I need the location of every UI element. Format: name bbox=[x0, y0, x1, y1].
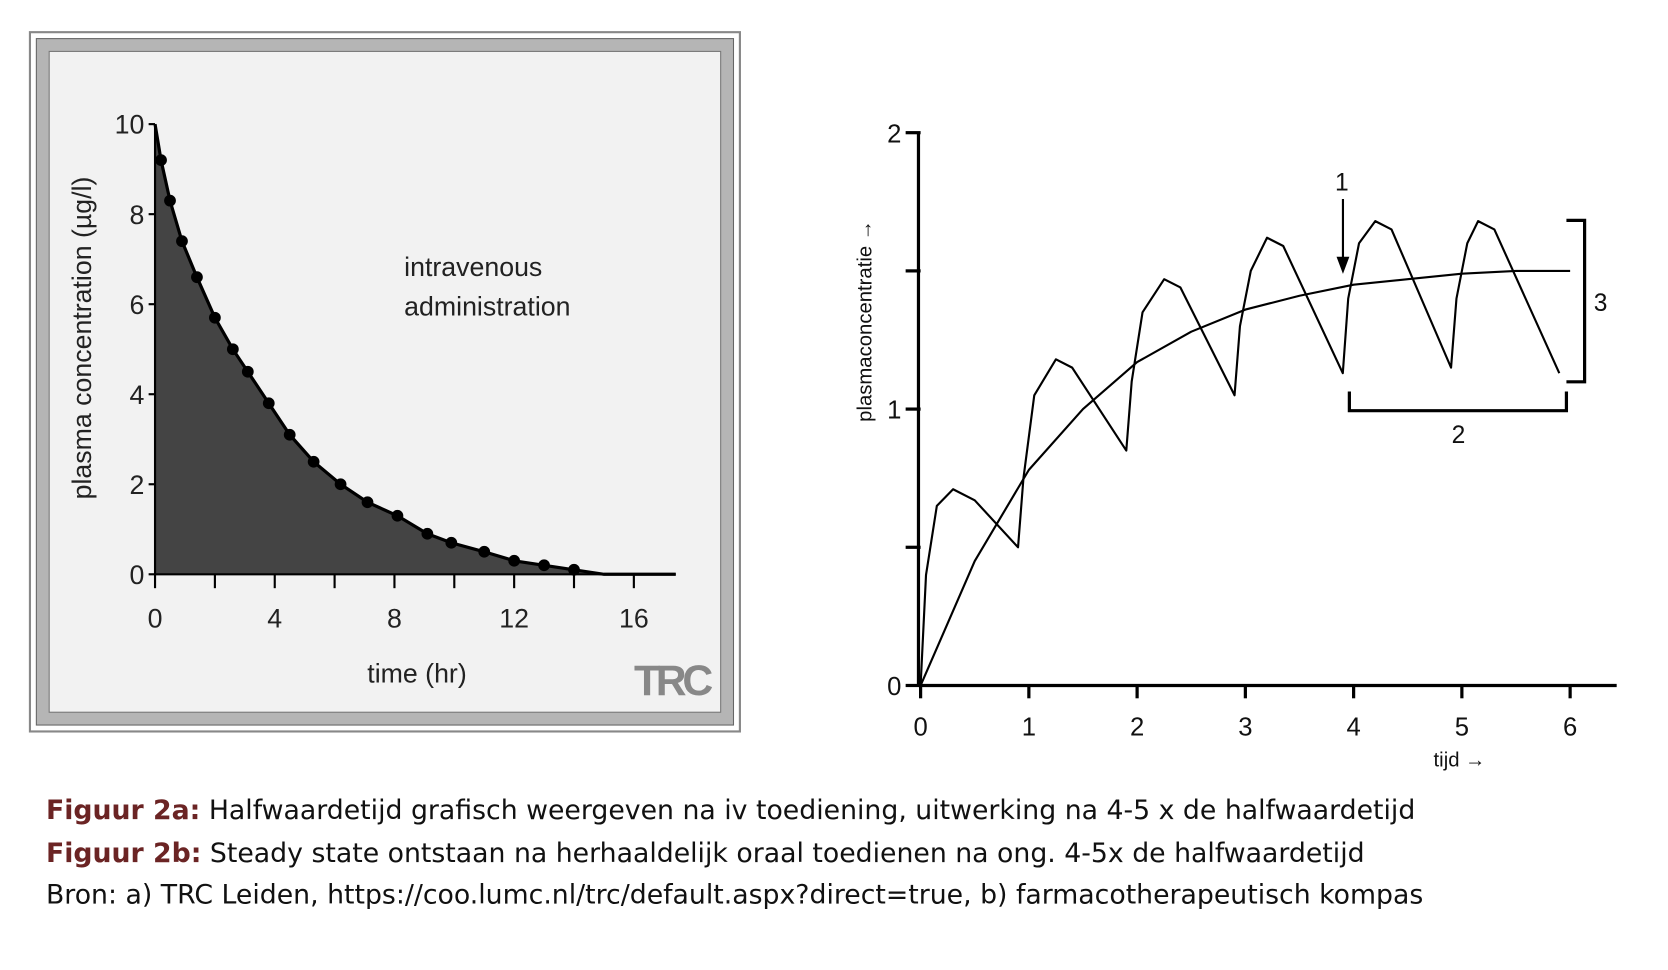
y-tick-label: 10 bbox=[115, 110, 145, 140]
curve bbox=[153, 123, 676, 576]
data-point bbox=[155, 154, 167, 167]
data-point bbox=[334, 478, 347, 491]
x-tick-label: 3 bbox=[1238, 714, 1252, 742]
x-tick-label: 0 bbox=[148, 604, 163, 634]
x-tick-label: 5 bbox=[1455, 714, 1469, 742]
bracket bbox=[1566, 218, 1587, 384]
logo: TRC bbox=[634, 657, 712, 705]
data-point bbox=[538, 559, 550, 572]
curve bbox=[919, 269, 1571, 686]
y-tick-label: 8 bbox=[129, 200, 144, 230]
x-axis-label: time (hr) bbox=[367, 658, 466, 688]
y-tick-label: 2 bbox=[129, 470, 144, 500]
data-point bbox=[191, 271, 203, 284]
arrow-head bbox=[1336, 256, 1350, 274]
y-tick-label: 6 bbox=[129, 290, 144, 320]
x-tick-label: 8 bbox=[387, 604, 402, 634]
data-point bbox=[445, 536, 458, 549]
x-tick-label: 0 bbox=[913, 714, 927, 742]
x-tick-label: 1 bbox=[1022, 714, 1036, 742]
annotation: 3 bbox=[1594, 290, 1608, 317]
caption-text: Steady state ontstaan na herhaaldelijk o… bbox=[201, 838, 1364, 869]
annotation: 1 bbox=[1335, 169, 1349, 196]
x-tick-label: 12 bbox=[499, 604, 529, 634]
y-axis-label: plasmaconcentratie → bbox=[854, 220, 876, 422]
x-tick-label: 2 bbox=[1130, 714, 1144, 742]
curve bbox=[919, 220, 1561, 686]
data-point bbox=[478, 545, 491, 558]
data-point bbox=[361, 496, 374, 509]
data-point bbox=[307, 455, 320, 468]
x-tick-label: 6 bbox=[1563, 714, 1577, 742]
y-tick-label: 0 bbox=[129, 560, 144, 590]
caption-line: Bron: a) TRC Leiden, https://coo.lumc.nl… bbox=[46, 880, 1423, 911]
x-tick-label: 4 bbox=[267, 604, 282, 634]
annotation: 2 bbox=[1452, 422, 1466, 449]
data-point bbox=[508, 554, 521, 567]
y-tick-label: 1 bbox=[887, 397, 901, 425]
x-tick-label: 4 bbox=[1346, 714, 1360, 742]
data-point bbox=[391, 509, 404, 522]
y-axis-label: plasma concentration (µg/l) bbox=[67, 177, 97, 500]
data-point bbox=[209, 311, 221, 324]
caption-label: Figuur 2b: bbox=[46, 838, 201, 869]
data-point bbox=[262, 397, 275, 410]
y-tick-label: 0 bbox=[887, 673, 901, 701]
x-axis-label: tijd → bbox=[1434, 750, 1486, 772]
caption-text: Halfwaardetijd grafisch weergeven na iv … bbox=[200, 795, 1415, 826]
data-point bbox=[283, 428, 296, 441]
data-point bbox=[226, 343, 239, 356]
data-point bbox=[568, 563, 580, 576]
y-tick-label: 2 bbox=[887, 120, 901, 148]
area bbox=[155, 124, 676, 575]
caption-label: Figuur 2a: bbox=[46, 795, 200, 826]
caption-text: Bron: a) TRC Leiden, https://coo.lumc.nl… bbox=[46, 880, 1423, 911]
x-tick-label: 16 bbox=[619, 604, 649, 634]
data-point bbox=[241, 365, 254, 378]
data-point bbox=[164, 194, 176, 207]
y-tick-label: 4 bbox=[129, 380, 144, 410]
caption-line: Figuur 2a: Halfwaardetijd grafisch weerg… bbox=[46, 795, 1415, 826]
caption-line: Figuur 2b: Steady state ontstaan na herh… bbox=[46, 838, 1365, 869]
data-point bbox=[421, 527, 434, 540]
bracket bbox=[1347, 391, 1569, 413]
annotation: administration bbox=[404, 292, 570, 322]
annotation: intravenous bbox=[404, 252, 542, 282]
data-point bbox=[176, 235, 188, 248]
